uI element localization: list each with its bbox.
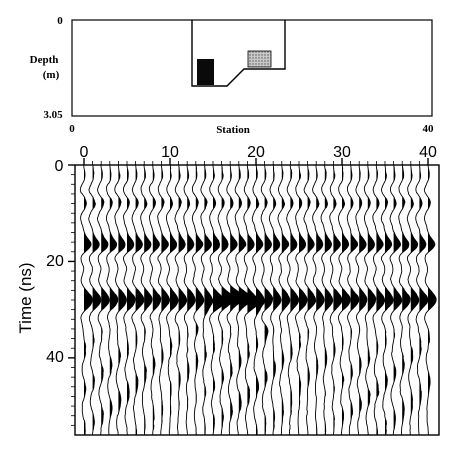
buried-object-stippled — [247, 50, 272, 68]
trace-fill-5 — [127, 166, 136, 435]
trace-24 — [286, 164, 300, 436]
trace-6 — [131, 164, 145, 436]
trace-3 — [105, 164, 119, 436]
radargram-panel: 0 10 20 30 40 0 20 40 Time (ns) — [16, 144, 440, 436]
trace-8 — [148, 164, 162, 436]
trace-27 — [312, 164, 325, 436]
trace-fill-6 — [135, 165, 144, 435]
trace-fill-9 — [161, 165, 170, 427]
trace-fill-1 — [92, 165, 101, 434]
trace-12 — [183, 164, 196, 436]
trace-2 — [96, 164, 110, 436]
trace-7 — [140, 164, 153, 436]
x-tick-label-20: 20 — [247, 144, 265, 161]
trace-fill-38 — [410, 166, 419, 417]
trace-fill-19 — [247, 167, 259, 435]
trace-fill-15 — [213, 166, 225, 435]
trace-fill-29 — [333, 166, 342, 435]
trace-31 — [346, 164, 360, 436]
trace-39 — [415, 164, 429, 436]
trace-10 — [165, 164, 179, 436]
trace-fill-35 — [385, 165, 394, 435]
station-axis-left-tick: 0 — [69, 123, 75, 135]
trace-4 — [114, 164, 127, 436]
buried-object-solid — [197, 59, 214, 85]
station-axis-right-tick: 40 — [423, 123, 435, 135]
trace-fill-20 — [256, 165, 265, 435]
trace-5 — [122, 164, 136, 436]
trace-fill-27 — [316, 168, 325, 435]
trace-fill-17 — [230, 166, 243, 422]
station-axis-label: Station — [216, 124, 250, 136]
depth-axis-label-line1: Depth — [30, 54, 59, 66]
trace-fill-10 — [170, 165, 179, 423]
trace-fill-14 — [204, 165, 213, 435]
trace-fill-24 — [290, 167, 299, 416]
trace-13 — [191, 164, 205, 436]
trace-fill-40 — [428, 165, 437, 435]
trace-fill-7 — [144, 167, 153, 435]
trace-fill-16 — [221, 165, 235, 432]
trace-22 — [268, 164, 282, 436]
trace-fill-8 — [152, 167, 161, 435]
trace-fill-0 — [84, 168, 93, 435]
trace-33 — [363, 164, 377, 435]
wiggle-traces — [79, 164, 437, 436]
x-tick-label-30: 30 — [333, 144, 351, 161]
trace-9 — [157, 164, 170, 436]
trace-fill-2 — [101, 168, 110, 428]
radargram-ticks — [68, 158, 429, 426]
trace-36 — [389, 164, 403, 436]
trace-28 — [320, 164, 334, 436]
trace-37 — [398, 164, 411, 436]
trace-38 — [406, 164, 420, 436]
trace-fill-31 — [350, 165, 359, 423]
trace-fill-18 — [238, 165, 252, 415]
trace-32 — [355, 164, 368, 436]
trace-fill-30 — [342, 165, 351, 429]
x-tick-label-10: 10 — [161, 144, 179, 161]
trace-0 — [79, 164, 93, 436]
trace-fill-36 — [393, 165, 402, 432]
trace-11 — [174, 164, 188, 436]
depth-axis-bottom-tick: 3.05 — [43, 109, 63, 121]
trace-35 — [380, 164, 394, 436]
trace-fill-28 — [324, 167, 333, 435]
trace-14 — [200, 164, 214, 436]
depth-axis-label-line2: (m) — [43, 69, 60, 81]
trace-34 — [372, 164, 386, 436]
trace-fill-12 — [187, 167, 196, 435]
trace-fill-23 — [281, 166, 290, 427]
trace-fill-13 — [195, 165, 204, 435]
y-tick-label-0: 0 — [55, 158, 64, 175]
trace-fill-33 — [367, 166, 376, 435]
trace-40 — [423, 164, 437, 436]
trace-30 — [337, 164, 351, 436]
trace-fill-26 — [307, 166, 316, 435]
trace-21 — [260, 164, 274, 436]
trace-fill-37 — [402, 165, 411, 426]
depth-section-frame — [71, 19, 433, 117]
trace-fill-25 — [299, 167, 308, 411]
trace-26 — [303, 164, 317, 436]
y-tick-label-40: 40 — [46, 349, 64, 366]
trace-1 — [88, 164, 102, 436]
depth-axis-top-tick: 0 — [57, 15, 63, 27]
y-tick-label-20: 20 — [46, 253, 64, 270]
trace-fill-34 — [376, 167, 385, 435]
x-tick-label-0: 0 — [80, 144, 89, 161]
time-axis-label: Time (ns) — [16, 262, 35, 333]
depth-section-panel: Depth (m) 0 3.05 0 40 Station — [30, 15, 434, 136]
trench-outline — [191, 20, 286, 87]
trace-29 — [329, 164, 343, 436]
trace-25 — [294, 164, 308, 436]
trace-fill-21 — [264, 165, 273, 435]
x-tick-label-40: 40 — [419, 144, 437, 161]
trace-23 — [277, 164, 291, 436]
trace-fill-4 — [118, 166, 127, 415]
